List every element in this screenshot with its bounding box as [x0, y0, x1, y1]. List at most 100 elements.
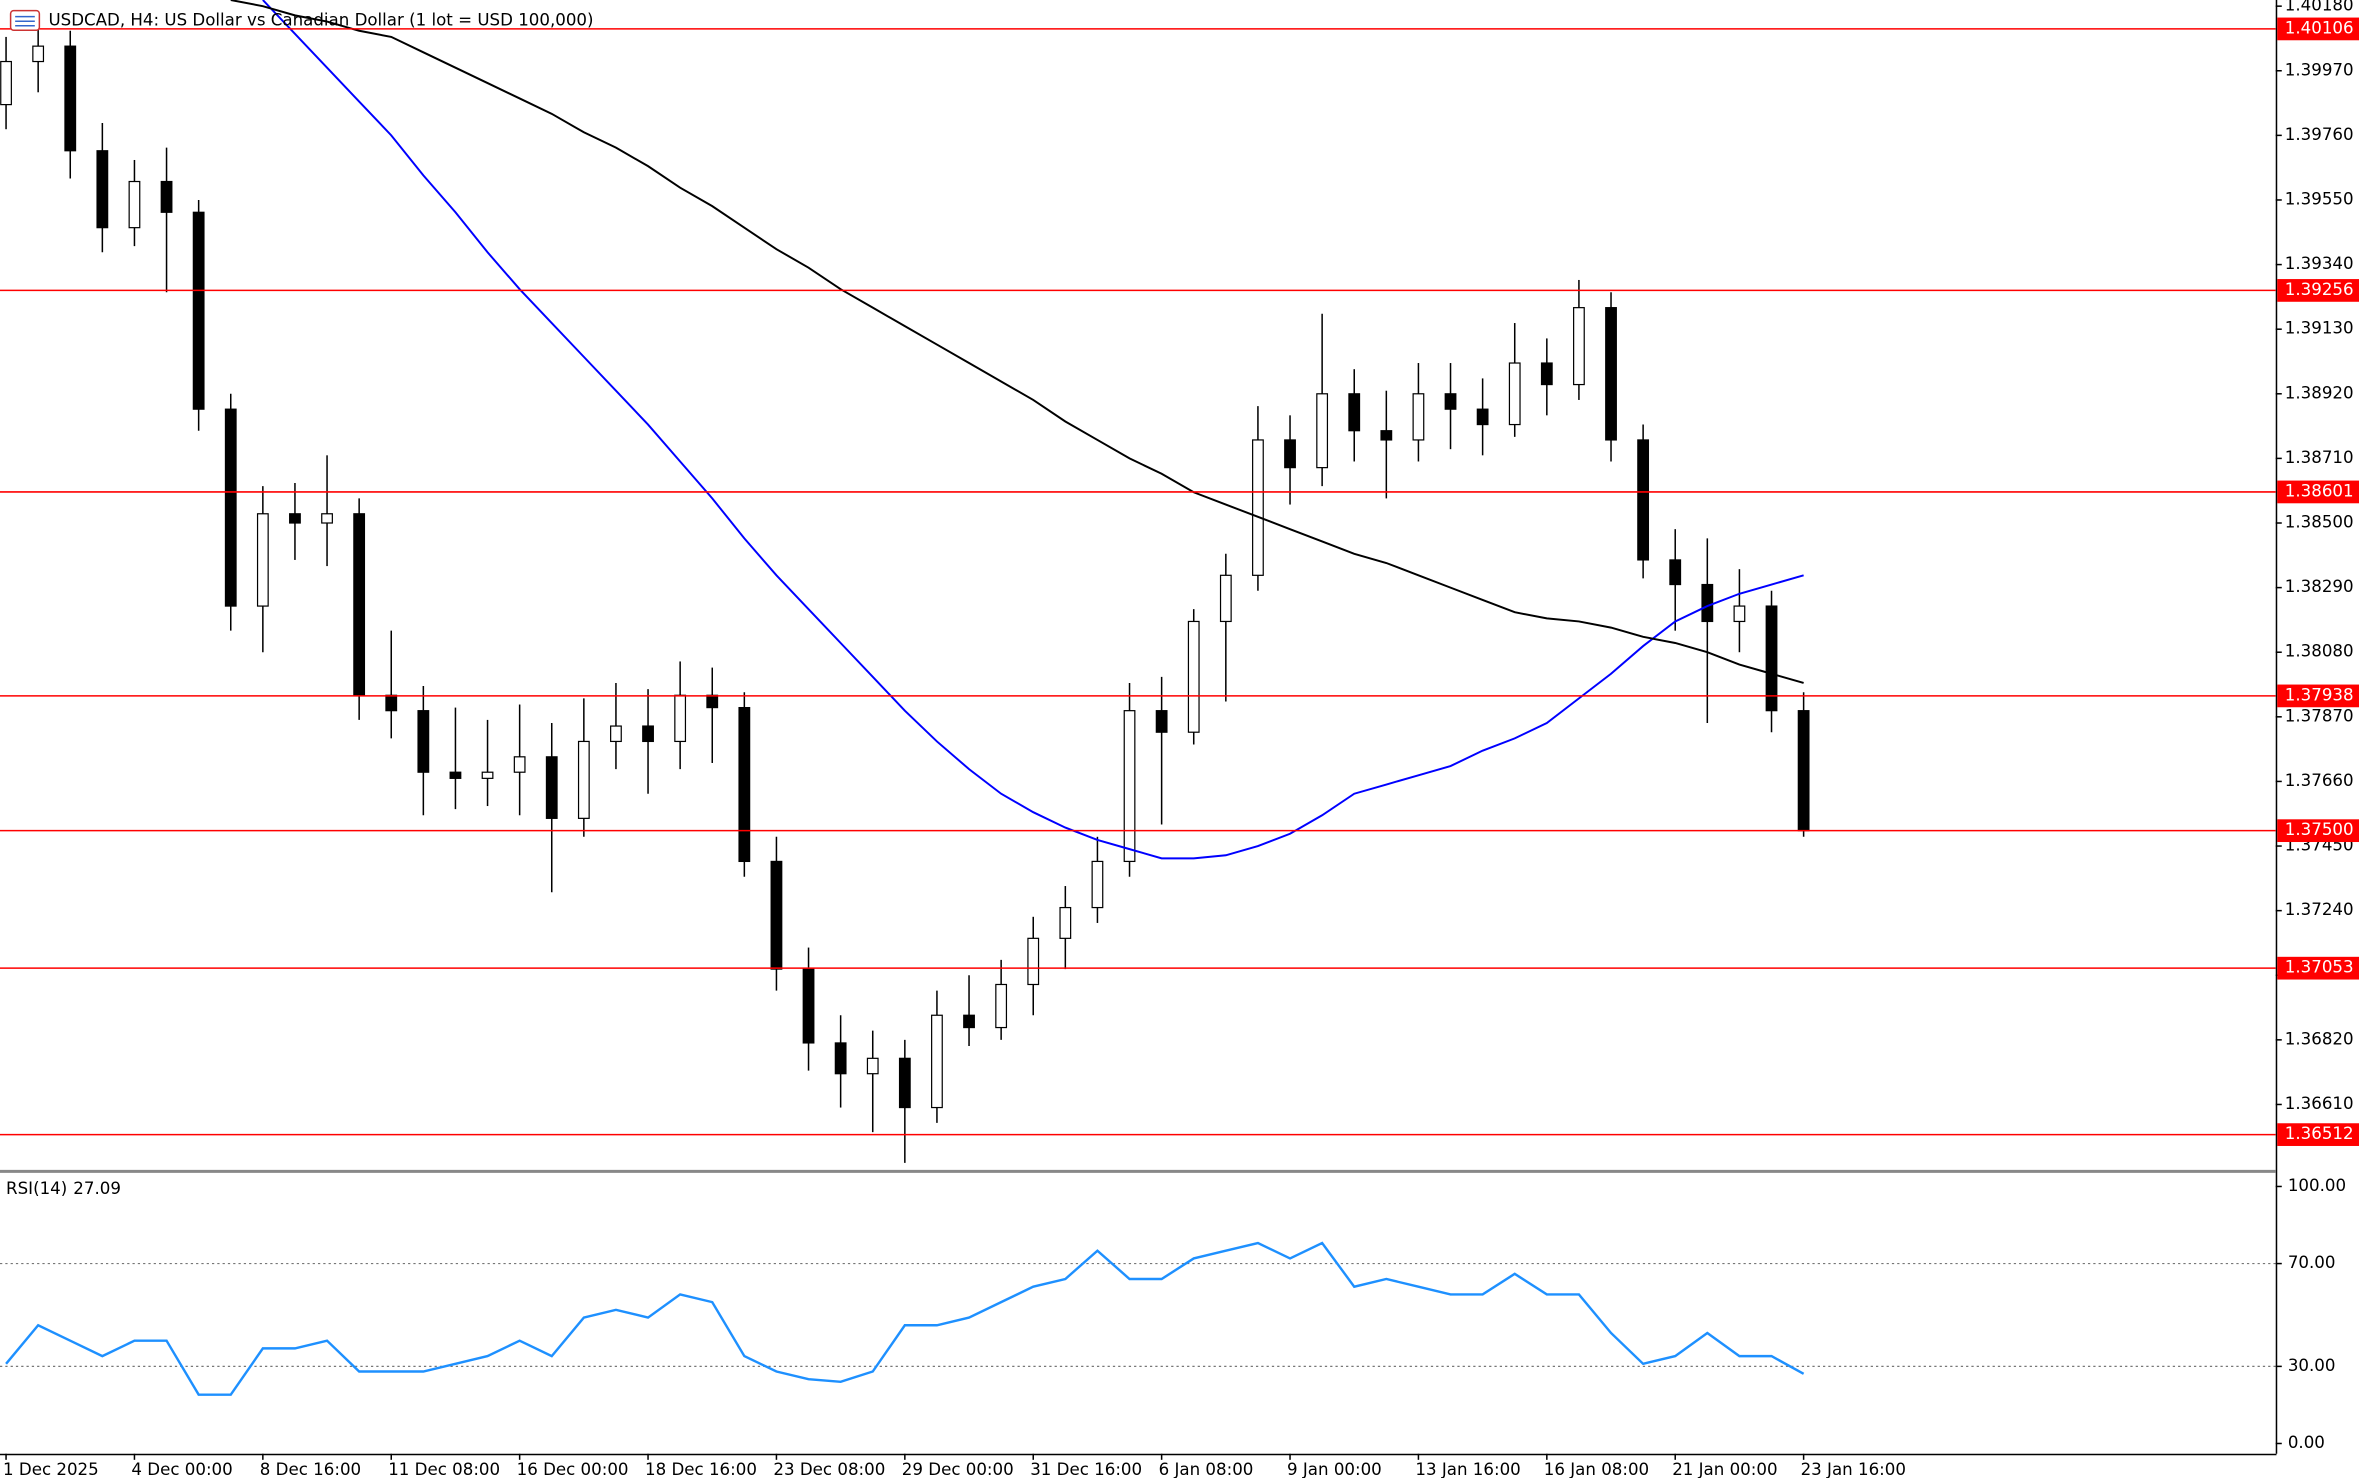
y-tick-label: 1.36820 [2285, 1029, 2354, 1048]
rsi-tick-label: 30.00 [2288, 1356, 2336, 1375]
x-tick-label: 6 Jan 08:00 [1159, 1460, 1254, 1478]
level-label-bg [2277, 956, 2359, 980]
level-label-bg [2277, 17, 2359, 41]
y-tick-label: 1.40180 [2285, 0, 2354, 15]
candle-body [1155, 710, 1168, 733]
y-tick-label: 1.38500 [2285, 513, 2354, 532]
candle-body [1765, 605, 1778, 712]
x-tick-label: 23 Jan 16:00 [1801, 1460, 1906, 1478]
candle-body [1508, 362, 1521, 426]
level-label-bg [2277, 480, 2359, 504]
candle-body [1348, 393, 1361, 432]
candle-body [1797, 710, 1810, 832]
y-tick-label: 1.39970 [2285, 60, 2354, 79]
candle-body [738, 706, 751, 863]
candle-body [1476, 408, 1489, 426]
rsi-tick-label: 0.00 [2288, 1433, 2325, 1452]
x-tick-label: 8 Dec 16:00 [260, 1460, 361, 1478]
candle-body [1219, 574, 1232, 623]
x-tick-label: 31 Dec 16:00 [1030, 1460, 1142, 1478]
rsi-title: RSI(14) 27.09 [6, 1178, 121, 1197]
candle-body [1412, 393, 1425, 441]
x-tick-label: 4 Dec 00:00 [131, 1460, 232, 1478]
chart-title: USDCAD, H4: US Dollar vs Canadian Dollar… [48, 11, 593, 30]
x-tick-label: 21 Jan 00:00 [1672, 1460, 1777, 1478]
level-label: 1.38601 [2285, 481, 2354, 500]
x-tick-label: 1 Dec 2025 [3, 1460, 99, 1478]
candle-body [706, 694, 719, 709]
y-tick-label: 1.39340 [2285, 254, 2354, 273]
y-tick-label: 1.38920 [2285, 383, 2354, 402]
candle-body [642, 725, 654, 743]
candle-body [674, 694, 687, 743]
y-tick-label: 1.39550 [2285, 189, 2354, 208]
rsi-tick-label: 100.00 [2288, 1176, 2346, 1195]
candle-body [96, 150, 109, 229]
candle-body [1187, 620, 1200, 733]
candle-body [160, 180, 173, 213]
candle-body [1091, 860, 1104, 909]
candle-body [802, 968, 815, 1044]
rsi-value: 27.09 [73, 1178, 121, 1197]
level-label: 1.37938 [2285, 685, 2354, 704]
candle-body [449, 771, 462, 779]
y-tick-label: 1.37870 [2285, 706, 2354, 725]
level-label: 1.37053 [2285, 958, 2354, 977]
x-tick-label: 23 Dec 08:00 [773, 1460, 885, 1478]
candle-body [995, 983, 1008, 1029]
candle-body [1605, 307, 1617, 441]
candle-body [321, 513, 333, 524]
level-label: 1.37500 [2285, 820, 2354, 839]
candle-body [770, 860, 783, 970]
candle-body [1284, 439, 1296, 469]
candle-body [417, 710, 430, 773]
rsi-line [5, 1241, 1805, 1396]
level-label-bg [2277, 1123, 2359, 1146]
x-tick-label: 11 Dec 08:00 [388, 1460, 500, 1478]
moving-average [262, 0, 1804, 860]
candle-body [128, 180, 141, 229]
x-tick-label: 13 Jan 16:00 [1415, 1460, 1520, 1478]
candle-body [1252, 439, 1264, 576]
level-label-bg [2277, 684, 2359, 708]
rsi-name: RSI(14) [6, 1178, 67, 1197]
candle-body [1733, 605, 1746, 623]
level-label: 1.36512 [2285, 1124, 2354, 1143]
candle-body [1123, 710, 1136, 863]
candle-body [64, 45, 77, 152]
candle-body [192, 211, 205, 410]
candle-body [385, 694, 398, 712]
candle-body [1540, 362, 1553, 386]
y-tick-label: 1.37240 [2285, 900, 2354, 919]
main-pane [0, 0, 1810, 1163]
y-tick-label: 1.38710 [2285, 448, 2354, 467]
candle-body [32, 45, 45, 63]
candle-body [1573, 307, 1585, 386]
y-tick-label: 1.37660 [2285, 771, 2354, 790]
y-tick-label: 1.38290 [2285, 577, 2354, 596]
candle-body [866, 1057, 879, 1075]
candle-body [1669, 559, 1682, 586]
level-label: 1.39256 [2285, 280, 2354, 299]
candle-body [1316, 393, 1329, 469]
level-label-bg [2277, 279, 2359, 302]
candle-body [1380, 430, 1393, 441]
level-label: 1.40106 [2285, 18, 2354, 37]
rsi-pane: RSI(14) 27.09 [0, 1178, 2276, 1396]
x-tick-label: 16 Dec 00:00 [517, 1460, 629, 1478]
candle-body [577, 740, 590, 819]
rsi-tick-label: 70.00 [2288, 1253, 2336, 1272]
candle-body [1444, 393, 1457, 410]
symbol-icon [9, 9, 41, 32]
y-tick-label: 1.39760 [2285, 125, 2354, 144]
x-tick-label: 29 Dec 00:00 [902, 1460, 1014, 1478]
candle-body [931, 1014, 943, 1109]
candle-body [834, 1042, 847, 1075]
candle-body [1027, 937, 1040, 986]
candle-body [1701, 583, 1714, 623]
x-tick-label: 16 Jan 08:00 [1544, 1460, 1649, 1478]
